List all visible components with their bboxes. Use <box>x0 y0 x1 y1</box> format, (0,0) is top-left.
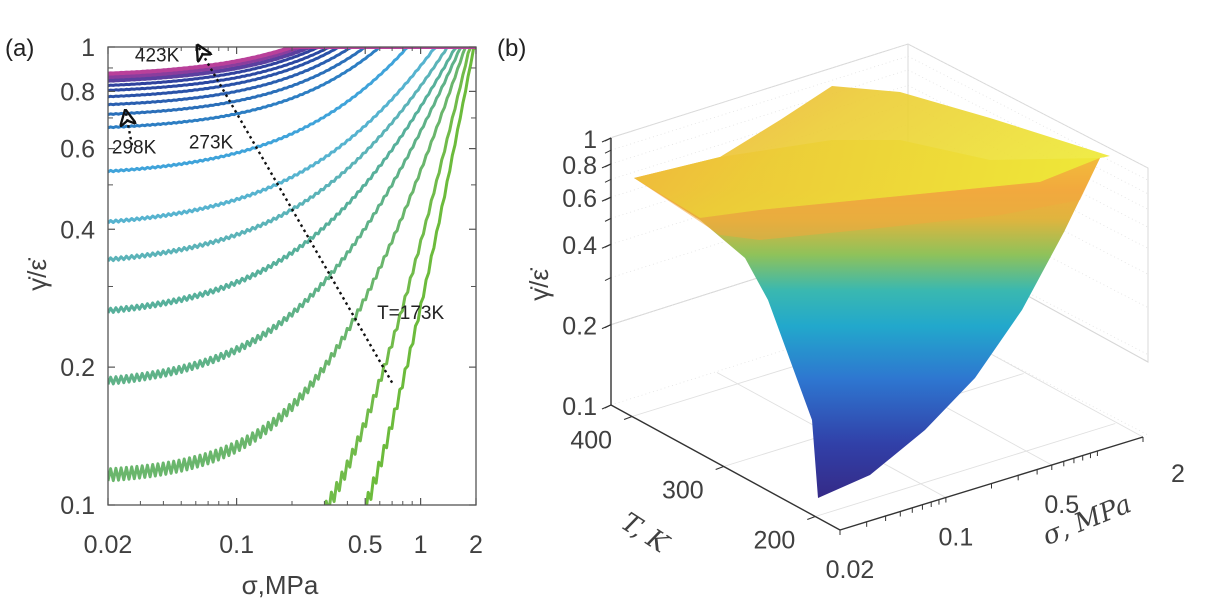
t-tick <box>715 465 724 471</box>
ticks-group-3d: 0.1 0.2 0.4 0.6 0.81 200 300 400 0.02 0.1 0.5 2 <box>562 126 1185 584</box>
curves-group <box>108 47 476 505</box>
z-tick-label: 0.6 <box>562 185 597 213</box>
curve-333K <box>108 47 476 93</box>
x-tick-label: 0.5 <box>348 531 383 559</box>
temperature-trend-arrow <box>198 47 394 384</box>
z-tick <box>601 196 612 202</box>
z-tick-label: 0.8 <box>562 152 597 180</box>
sigma-tick-label: 0.5 <box>1044 491 1079 519</box>
z-tick-label: 0.2 <box>562 313 597 341</box>
x-tick-label: 1 <box>414 531 428 559</box>
y-axis-label: γ̇/ε̇ <box>22 257 52 291</box>
annotations-group: 423K 298K 273K T=173K <box>112 45 444 384</box>
z-minor-tick <box>604 277 612 282</box>
curve-298K <box>108 47 476 107</box>
z-axis-title: γ̇/ε̇ <box>524 267 554 301</box>
t-tick <box>623 415 633 421</box>
z-minor-tick <box>604 149 612 154</box>
x-axis-label: σ,MPa <box>242 570 319 600</box>
z-tick <box>601 163 612 169</box>
x-tick-label: 0.1 <box>219 531 254 559</box>
z-tick <box>601 243 612 249</box>
panel-a: (a) 0.02 0.1 0.5 1 2 0.1 0.2 0.4 0.6 0.8 1 423K 298… <box>5 34 483 600</box>
curve-353K <box>108 47 476 88</box>
z-tick <box>601 137 612 143</box>
surface <box>634 86 1110 498</box>
panel-b: (b) 0.1 0.2 0.4 0.6 0.81 200 300 400 0.02 0.1 0.5 2… <box>497 35 1185 584</box>
surface-mid-shade <box>634 158 1100 240</box>
t-axis-title: T, K <box>615 507 674 560</box>
curve-193K <box>108 47 476 483</box>
z-tick-label: 0.4 <box>562 232 597 260</box>
sigma-tick-label: 0.02 <box>826 556 875 584</box>
z-tick-label: 0.1 <box>562 393 597 421</box>
y-tick-label: 0.8 <box>60 78 95 106</box>
z-tick <box>601 404 612 410</box>
z-minor-tick <box>604 178 612 183</box>
annotation-label: 298K <box>112 138 157 159</box>
z-minor-tick <box>604 217 612 222</box>
annotation-label: 423K <box>135 45 180 66</box>
t-tick-label: 400 <box>570 427 612 455</box>
t-axis-line <box>610 404 841 531</box>
y-tick-label: 0.6 <box>60 136 95 164</box>
sigma-tick-label: 2 <box>1171 460 1185 488</box>
x-tick-label: 0.02 <box>84 531 133 559</box>
panel-b-label: (b) <box>497 35 526 62</box>
curve-183K <box>324 47 476 505</box>
t-axis-label: T, K <box>615 507 674 560</box>
curve-233K <box>108 47 476 225</box>
y-tick-label: 0.4 <box>60 216 95 244</box>
curve-373K <box>108 47 476 83</box>
t-tick-label: 300 <box>662 477 704 505</box>
curve-313K <box>108 47 476 99</box>
z-tick <box>601 324 612 330</box>
curve-253K <box>108 47 476 174</box>
t-tick <box>807 515 816 521</box>
y-tick-label: 0.1 <box>60 492 95 520</box>
x-tick-label: 2 <box>469 531 483 559</box>
ticks-group: 0.02 0.1 0.5 1 2 0.1 0.2 0.4 0.6 0.8 1 <box>60 34 483 559</box>
surface-top-face <box>634 86 1110 218</box>
y-tick-label: 1 <box>81 34 95 62</box>
curve-273K <box>108 47 476 130</box>
annotation-label: T=173K <box>377 303 444 324</box>
plot-frame <box>107 46 477 506</box>
grid-line <box>815 423 1116 517</box>
z-axis-label: γ̇/ε̇ <box>524 267 554 301</box>
curve-173K <box>361 47 476 505</box>
y-tick-label: 0.2 <box>60 354 95 382</box>
curve-213K <box>108 47 476 314</box>
z-tick-label: 1 <box>583 126 597 154</box>
curve-283K <box>108 47 476 117</box>
t-tick-label: 200 <box>754 527 796 555</box>
panel-a-label: (a) <box>5 35 34 62</box>
y-axis-label-text: γ̇/ε̇ <box>22 257 52 291</box>
curve-203K <box>108 47 476 386</box>
sigma-tick-label: 0.1 <box>939 523 974 551</box>
annotation-label: 273K <box>189 133 234 154</box>
